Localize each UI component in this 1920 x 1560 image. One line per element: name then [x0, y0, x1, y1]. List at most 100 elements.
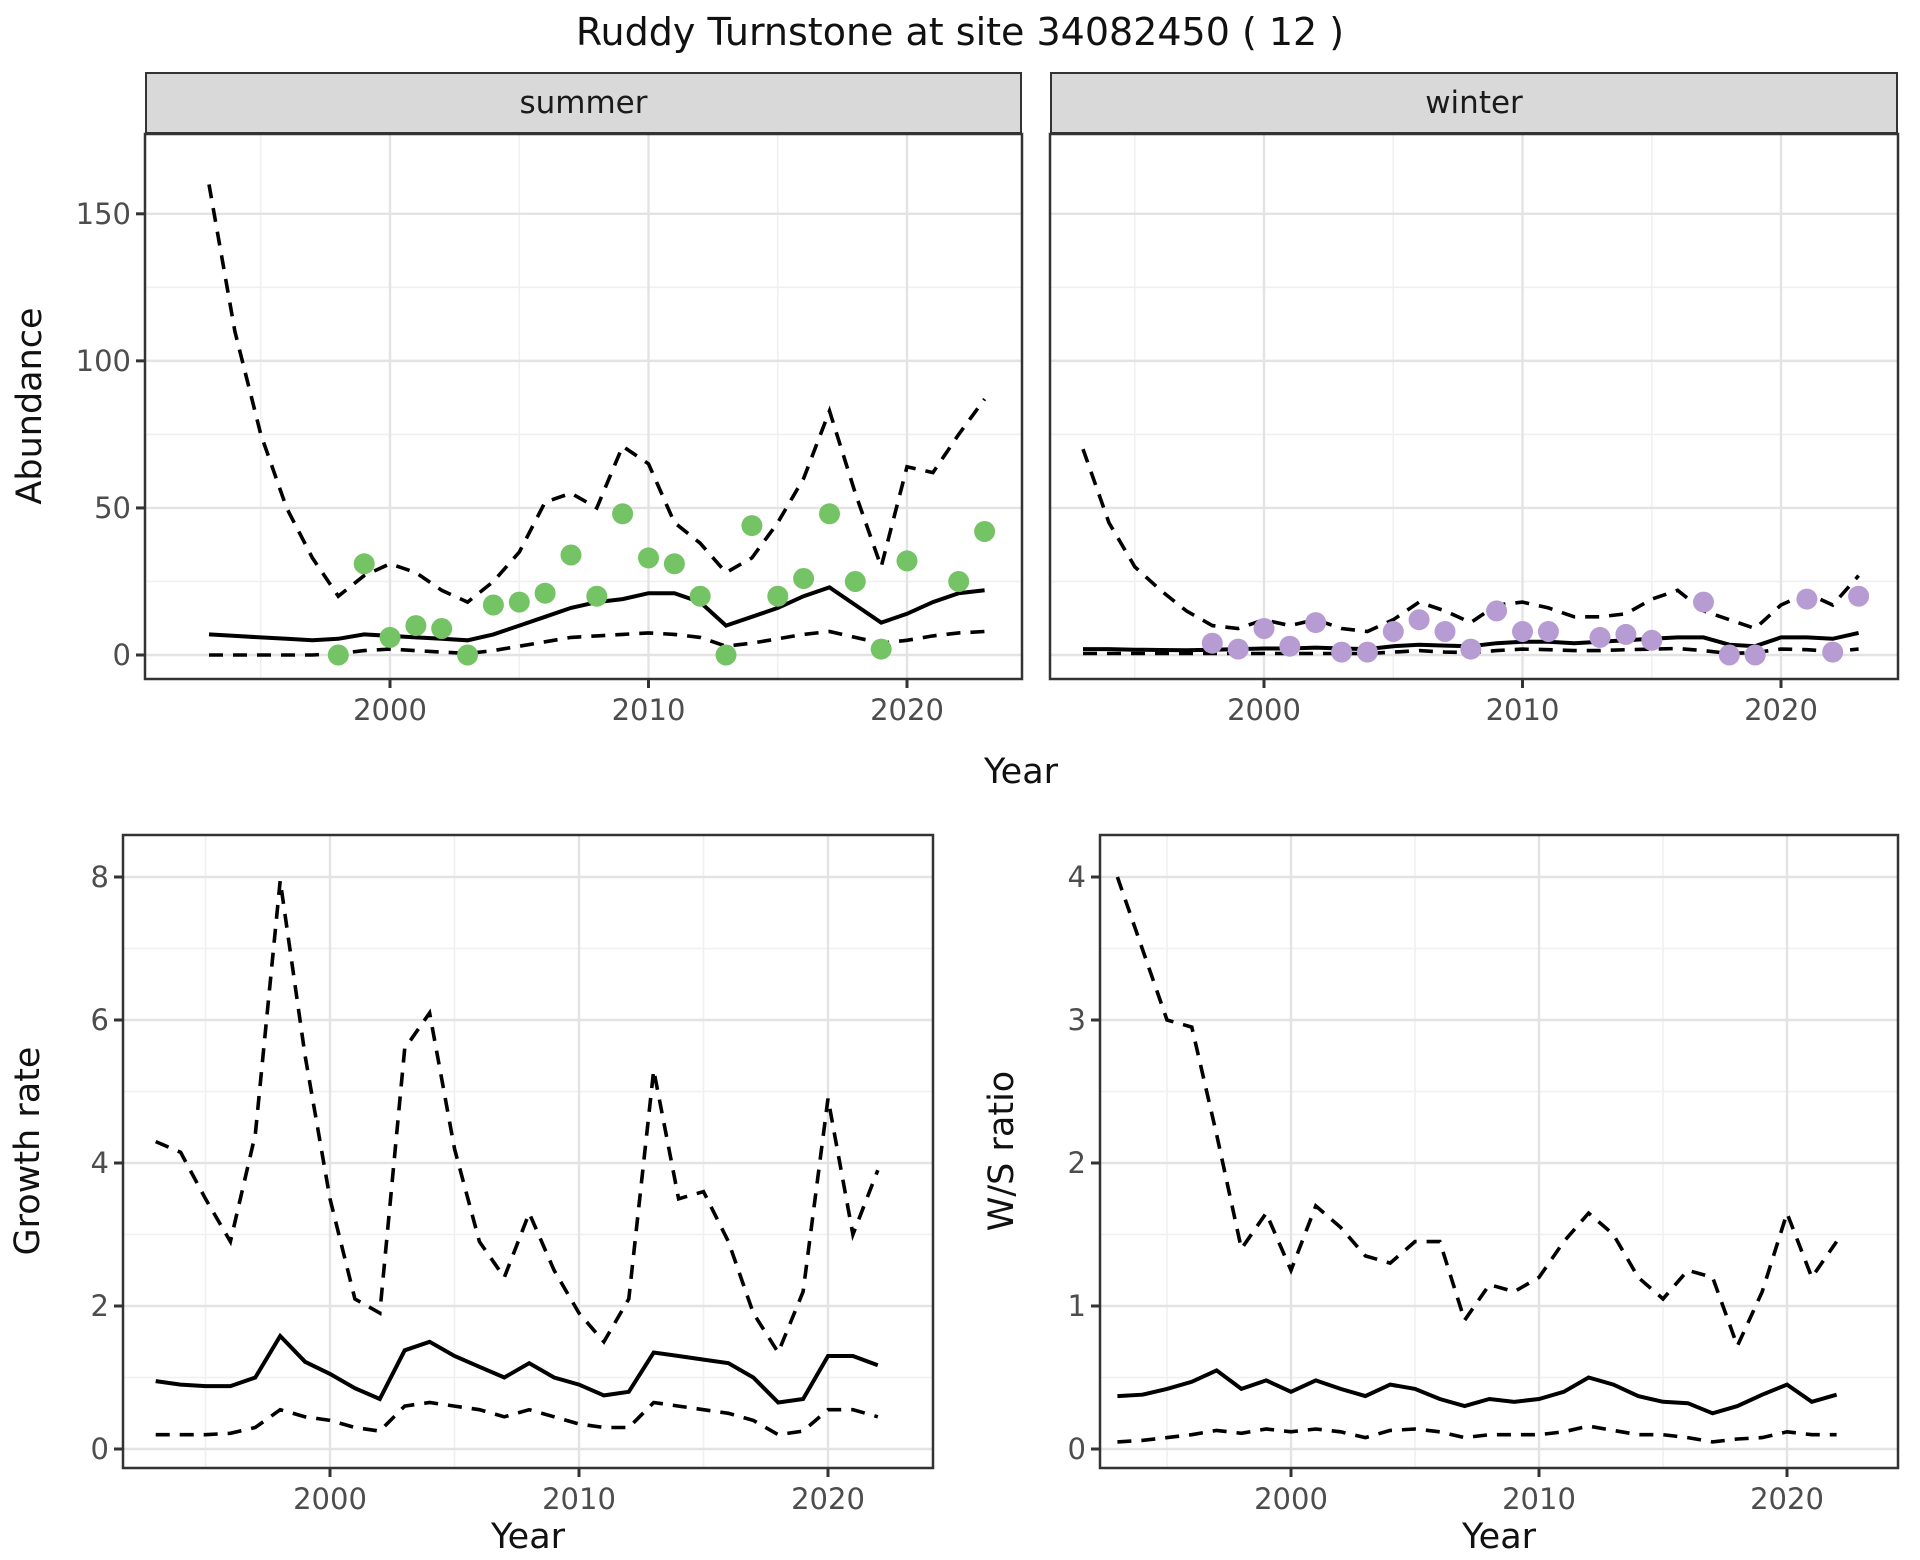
observation-point: [767, 585, 789, 607]
y-tick-label: 0: [112, 638, 131, 672]
observation-point: [353, 553, 375, 575]
panel-border: [1048, 132, 1900, 681]
observation-point: [1744, 644, 1766, 666]
observation-point: [1822, 641, 1844, 663]
y-tick-label: 8: [90, 860, 109, 894]
observation-point: [870, 638, 892, 660]
observation-point: [379, 626, 401, 648]
median-line: [155, 1332, 879, 1405]
x-tick-label: 2020: [1744, 693, 1818, 727]
y-tick-label: 150: [75, 196, 131, 231]
observation-point: [1486, 600, 1508, 622]
lower-ci-line: [155, 1400, 879, 1437]
observation-point: [1796, 588, 1818, 610]
upper-ci-line: [1081, 448, 1860, 634]
observation-point: [1693, 591, 1714, 613]
observation-point: [689, 585, 711, 607]
observation-point: [586, 585, 608, 607]
y-tick-label: 100: [75, 343, 131, 378]
median-line: [1117, 1368, 1838, 1416]
observation-point: [1718, 644, 1740, 666]
observation-point: [1641, 629, 1663, 651]
x-tick-label: 2010: [1502, 1482, 1576, 1516]
observation-point: [457, 644, 479, 666]
observation-point: [1253, 618, 1275, 639]
observation-point: [327, 644, 349, 666]
observation-point: [741, 515, 763, 537]
observation-point: [560, 544, 582, 566]
y-tick-label: 4: [90, 1146, 109, 1180]
y-tick-label: 2: [1067, 1146, 1086, 1180]
observation-point: [663, 553, 685, 575]
y-axis-title-growth-rate: Growth rate: [8, 1046, 48, 1256]
x-axis-title-year-top: Year: [983, 752, 1059, 792]
panel-border: [121, 833, 935, 1470]
facet-strip-winter-label: winter: [1425, 85, 1523, 121]
x-tick-label: 2000: [353, 693, 427, 727]
y-tick-label: 4: [1067, 860, 1086, 894]
upper-ci-line: [1115, 876, 1839, 1351]
y-tick-label: 1: [1067, 1289, 1086, 1323]
observation-point: [508, 591, 530, 613]
figure-title: Ruddy Turnstone at site 34082450 ( 12 ): [575, 10, 1345, 54]
observation-point: [1382, 621, 1404, 642]
observation-point: [1279, 635, 1301, 657]
observation-point: [1848, 585, 1870, 607]
observation-point: [1356, 641, 1378, 663]
y-axis-title-ws-ratio: W/S ratio: [982, 1070, 1022, 1232]
x-axis-title-year-bottom-right: Year: [1461, 1517, 1537, 1557]
x-tick-label: 2000: [1254, 1482, 1328, 1516]
facet-strip-winter: winter: [1050, 72, 1898, 134]
y-tick-label: 0: [90, 1432, 109, 1466]
observation-point: [1201, 632, 1223, 654]
y-tick-label: 0: [1067, 1432, 1086, 1466]
growth-rate-chart: [114, 833, 935, 1477]
observation-point: [896, 550, 918, 572]
x-tick-label: 2020: [1750, 1482, 1824, 1516]
abundance-summer-chart: [136, 132, 1024, 688]
lower-ci-line: [209, 629, 985, 657]
observation-point: [793, 568, 815, 589]
observation-point: [974, 521, 996, 542]
observation-point: [1305, 612, 1327, 634]
observation-point: [534, 582, 556, 604]
ws-ratio-chart: [1091, 833, 1900, 1477]
x-tick-label: 2010: [611, 693, 686, 727]
observation-point: [612, 503, 634, 525]
observation-point: [819, 503, 840, 525]
observation-point: [1460, 638, 1482, 660]
y-tick-label: 6: [90, 1003, 109, 1037]
x-tick-label: 2000: [293, 1482, 367, 1516]
observation-point: [1537, 621, 1559, 642]
observation-point: [431, 618, 453, 639]
panel-border: [1098, 833, 1900, 1470]
facet-strip-summer-label: summer: [519, 85, 648, 121]
lower-ci-line: [1117, 1424, 1837, 1444]
observation-point: [715, 644, 737, 666]
observation-point: [1589, 626, 1611, 648]
y-tick-label: 50: [94, 490, 131, 525]
y-tick-label: 3: [1067, 1003, 1086, 1037]
y-tick-label: 2: [90, 1289, 109, 1323]
observation-point: [482, 594, 504, 616]
observation-point: [844, 571, 866, 592]
x-axis-title-year-bottom-left: Year: [490, 1517, 566, 1557]
observation-point: [405, 615, 427, 637]
x-tick-label: 2000: [1227, 693, 1301, 727]
upper-ci-line: [154, 880, 880, 1357]
observation-point: [638, 547, 659, 569]
observation-point: [1434, 621, 1456, 642]
x-tick-label: 2020: [870, 693, 944, 727]
abundance-winter-chart: [1048, 132, 1900, 688]
x-tick-label: 2010: [542, 1482, 616, 1516]
observation-point: [1408, 609, 1430, 631]
facet-strip-summer: summer: [145, 72, 1022, 134]
observation-point: [1227, 638, 1249, 660]
x-tick-label: 2020: [791, 1482, 865, 1516]
observation-point: [1615, 623, 1637, 645]
observation-point: [948, 571, 970, 592]
y-axis-title-abundance: Abundance: [10, 307, 50, 505]
observation-point: [1512, 621, 1533, 642]
upper-ci-line: [207, 184, 987, 605]
